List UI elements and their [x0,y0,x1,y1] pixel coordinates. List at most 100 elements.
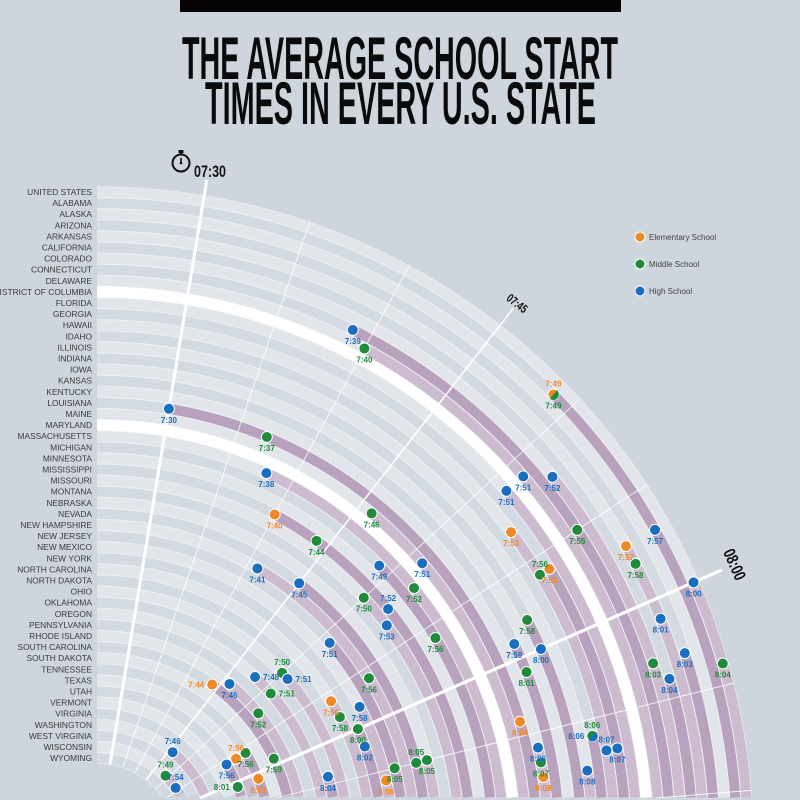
middle-school-time-label: 7:40 [356,356,373,365]
state-label: MINNESOTA [43,453,93,463]
high-school-point [382,602,395,615]
range-band [545,566,629,798]
state-label: DISTRICT OF COLUMBIA [0,287,92,297]
high-school-time-label: 8:03 [677,660,694,669]
high-school-point [220,758,233,771]
middle-school-point [358,342,371,355]
state-label: HAWAII [63,320,92,330]
legend-item-middle: Middle School [634,258,699,270]
high-school-time-label: 7:57 [647,537,664,546]
gridline [122,221,311,768]
state-label: IOWA [70,365,92,375]
middle-school-point [239,747,252,760]
state-label: UNITED STATES [27,187,92,197]
elementary-school-time-label: 8:08 [535,784,552,793]
state-label: ALASKA [59,209,92,219]
state-ring [96,597,338,798]
range-band [664,677,696,798]
legend-label-middle: Middle School [649,260,699,269]
state-label: NEBRASKA [46,498,92,508]
high-school-time-label: 7:51 [515,483,532,492]
time-gridlines [108,179,752,800]
high-school-time-label: 7:45 [291,590,308,599]
middle-school-time-label: 7:37 [259,444,276,453]
state-label: DELAWARE [46,276,93,286]
high-school-point [281,673,294,686]
state-label: NEW YORK [47,553,93,563]
high-school-time-label: 8:00 [686,589,703,598]
middle-school-point [264,687,277,700]
state-label: WYOMING [50,753,92,763]
high-school-point [600,744,613,757]
state-label: NEVADA [58,509,92,519]
middle-school-time-label: 7:49 [157,761,174,770]
high-school-time-label: 7:51 [322,650,339,659]
middle-school-time-label: 7:58 [519,627,536,636]
high-school-time-label: 8:04 [320,784,337,793]
high-school-time-label: 8:08 [579,778,596,787]
state-label: NEW JERSEY [38,531,93,541]
range-band [360,594,462,798]
high-school-time-label: 8:04 [661,686,678,695]
middle-school-time-label: 8:04 [715,671,732,680]
high-school-time-label: 7:39 [345,337,362,346]
middle-school-point [534,756,547,769]
state-label: WEST VIRGINIA [29,731,93,741]
high-school-time-label: 7:56 [219,772,236,781]
middle-school-point [267,752,280,765]
middle-school-time-label: 7:50 [274,658,291,667]
high-school-point [166,746,179,759]
gridline [199,568,723,800]
highlighted-rings [96,286,652,798]
high-school-time-label: 8:01 [653,626,670,635]
range-band [254,564,417,798]
state-label: MICHIGAN [50,442,92,452]
high-school-point [588,731,598,742]
state-label: INDIANA [58,354,92,364]
high-school-point [358,740,371,753]
title-line-2: TIMES IN EVERY U.S. STATE [205,70,596,137]
high-school-point [162,402,175,415]
state-label: KANSAS [58,376,92,386]
middle-school-point [357,591,370,604]
state-ring [96,386,551,798]
middle-school-point [363,672,376,685]
gridline [145,307,515,781]
legend: Elementary School Middle School High Sch… [634,231,716,297]
middle-school-point [533,568,546,581]
state-label: OHIO [71,587,93,597]
state-label: TEXAS [65,675,93,685]
elementary-school-point [206,678,219,691]
high-school-time-label: 7:54 [168,773,185,782]
high-school-time-label: 7:46 [165,737,182,746]
high-school-time-label: 8:06 [568,732,585,741]
high-school-point [373,559,386,572]
title-bar [180,0,621,12]
middle-school-point [159,769,172,782]
high-school-time-label: 7:52 [544,484,561,493]
high-school-time-label: 7:52 [380,594,397,603]
high-school-point [663,672,676,685]
state-label: MISSOURI [51,476,92,486]
high-school-time-label: 7:53 [379,632,396,641]
range-band [278,669,350,798]
legend-item-high: High School [634,285,692,297]
high-school-time-label: 7:49 [371,573,388,582]
state-label: SOUTH CAROLINA [18,642,93,652]
state-label: MONTANA [51,487,93,497]
range-band [375,562,496,798]
middle-school-point [520,666,533,679]
state-label: OREGON [55,609,92,619]
middle-school-point [647,657,660,670]
state-label: VIRGINIA [55,709,92,719]
data-points: 7:49 7:57 7:56 7:53 8:08 8:04 7:40 8:06 7:56 7:44… [157,323,732,797]
middle-school-time-label: 7:58 [332,724,349,733]
gridline [155,397,581,790]
middle-school-point [716,657,729,670]
high-school-time-label: 8:07 [598,735,615,744]
legend-item-elementary: Elementary School [634,231,716,243]
middle-school-point [521,614,534,627]
legend-label-high: High School [649,287,692,296]
middle-school-time-label: 7:59 [266,766,283,775]
range-band [168,403,540,798]
